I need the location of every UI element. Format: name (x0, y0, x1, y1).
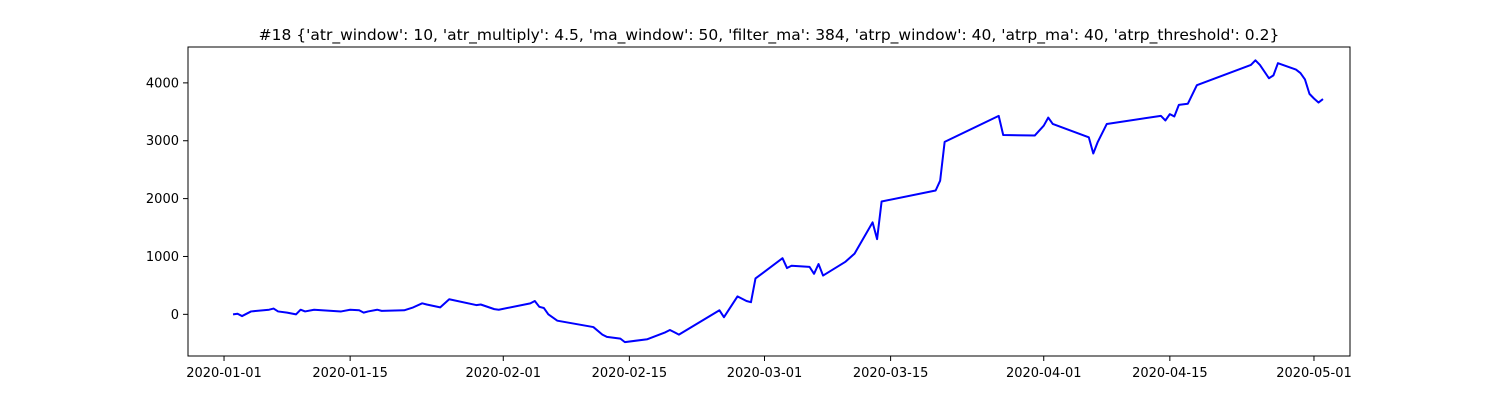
x-axis-ticks: 2020-01-01 2020-01-15 2020-02-01 2020-02-15… (186, 356, 1352, 381)
x-tick-label: 2020-01-01 (186, 366, 262, 381)
y-tick-label: 4000 (146, 76, 179, 91)
y-axis-ticks: 0 1000 2000 3000 4000 (146, 76, 188, 323)
x-tick-label: 2020-03-15 (853, 366, 929, 381)
series-layer (232, 59, 1324, 344)
y-tick-label: 2000 (146, 192, 179, 207)
y-tick-label: 1000 (146, 250, 179, 265)
y-tick-label: 0 (171, 308, 179, 323)
plot-area-frame (187, 46, 1351, 357)
series-line-0 (232, 59, 1324, 344)
y-tick-label: 3000 (146, 134, 179, 149)
x-tick-label: 2020-01-15 (312, 366, 388, 381)
x-tick-label: 2020-04-15 (1132, 366, 1208, 381)
x-tick-label: 2020-02-15 (592, 366, 668, 381)
chart-title: #18 {'atr_window': 10, 'atr_multiply': 4… (259, 26, 1280, 45)
x-tick-label: 2020-04-01 (1006, 366, 1082, 381)
x-tick-label: 2020-03-01 (727, 366, 803, 381)
x-tick-label: 2020-05-01 (1276, 366, 1352, 381)
x-tick-label: 2020-02-01 (465, 366, 541, 381)
